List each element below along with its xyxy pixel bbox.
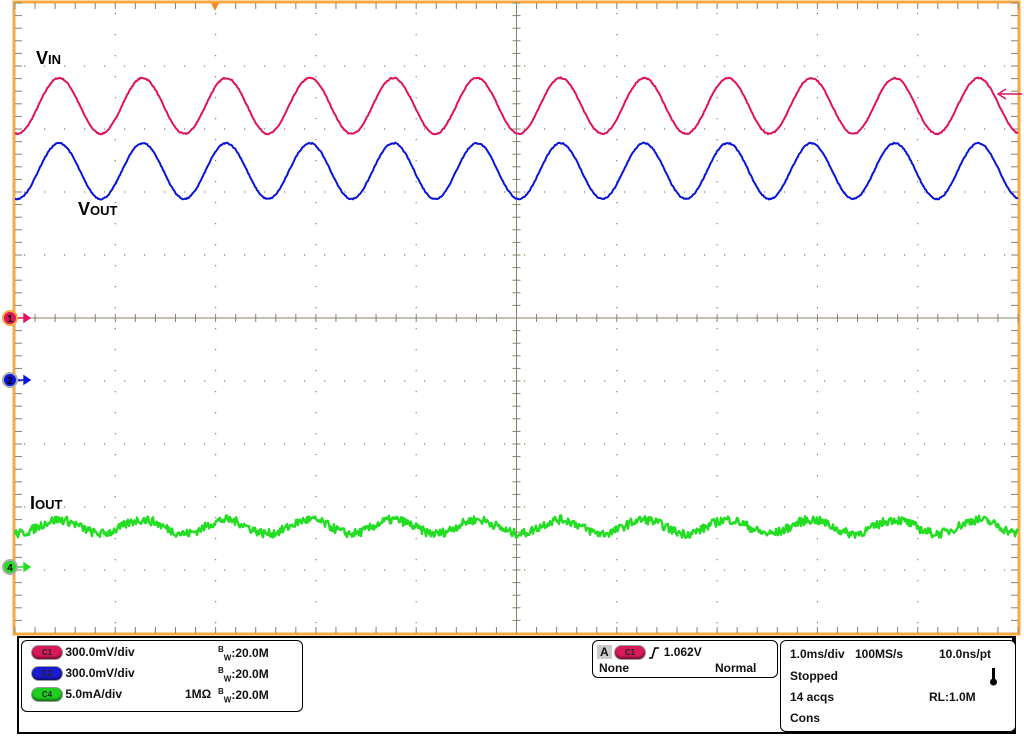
channel-4-ground-marker xyxy=(2,559,18,575)
trigger-box[interactable]: A C1 1.062V None Normal xyxy=(592,640,778,678)
channel-row-c1[interactable]: C1 300.0mV/div xyxy=(32,645,135,660)
channel-settings-box: C1 300.0mV/div BW:20.0M C2 300.0mV/div B… xyxy=(21,640,303,712)
sample-rate: 100MS/s xyxy=(855,647,904,661)
channel-scale: 300.0mV/div xyxy=(65,645,135,659)
rising-edge-icon xyxy=(649,647,660,659)
channel-badge-c1[interactable]: C1 xyxy=(32,646,62,660)
resolution: 10.0ns/pt xyxy=(939,647,992,661)
series-iout-trace xyxy=(13,514,1020,539)
channel-row-c4[interactable]: C4 5.0mA/div xyxy=(32,687,123,702)
trigger-source-badge: C1 xyxy=(615,646,646,660)
channel-2-marker-label: 2 xyxy=(7,376,13,387)
channel-row-c2[interactable]: C2 300.0mV/div xyxy=(32,666,135,681)
channel-badge-c4[interactable]: C4 xyxy=(32,688,62,702)
timebase: 1.0ms/div xyxy=(790,647,845,661)
waveform-display: 1 2 4 VIN VOUT IOUT xyxy=(2,0,1022,636)
trigger-level: 1.062V xyxy=(663,645,702,659)
trigger-level-arrow-icon xyxy=(996,88,1022,100)
channel-4-marker-label: 4 xyxy=(7,563,13,574)
trigger-mode-letter: A xyxy=(597,645,612,659)
status-panel: C1 300.0mV/div BW:20.0M C2 300.0mV/div B… xyxy=(17,636,1016,734)
trigger-position-icon xyxy=(211,3,219,11)
channel-scale: 300.0mV/div xyxy=(65,666,135,680)
trigger-mode: Normal xyxy=(715,661,757,675)
channel-1-arrow-icon xyxy=(18,312,32,324)
channel-1-marker-label: 1 xyxy=(7,314,13,325)
bandwidth: BW:20.0M xyxy=(218,687,269,705)
series-label-vout: VOUT xyxy=(78,199,118,219)
acquisition-box[interactable]: 1.0ms/div 100MS/s 10.0ns/pt Stopped 14 a… xyxy=(780,640,1016,732)
thermometer-icon xyxy=(990,668,997,686)
impedance: 1MΩ xyxy=(185,687,212,701)
channel-2-arrow-icon xyxy=(18,374,32,386)
bandwidth: BW:20.0M xyxy=(218,645,269,663)
acquisition-mode: Cons xyxy=(790,711,820,725)
channel-scale: 5.0mA/div xyxy=(65,687,123,701)
series-label-iout: IOUT xyxy=(30,493,63,513)
channel-4-arrow-icon xyxy=(18,561,32,573)
series-label-vin: VIN xyxy=(36,48,61,68)
channel-1-ground-marker xyxy=(2,310,18,326)
channel-2-ground-marker xyxy=(2,372,18,388)
acquisition-count: 14 acqs xyxy=(790,690,835,704)
record-length: RL:1.0M xyxy=(929,690,976,704)
channel-badge-c2[interactable]: C2 xyxy=(32,667,62,681)
trigger-line: A C1 1.062V xyxy=(597,645,702,660)
bandwidth: BW:20.0M xyxy=(218,666,269,684)
series-vout-trace xyxy=(14,141,1019,201)
series-vin-trace xyxy=(14,76,1019,136)
trigger-coupling: None xyxy=(599,661,629,675)
run-state: Stopped xyxy=(790,669,838,683)
